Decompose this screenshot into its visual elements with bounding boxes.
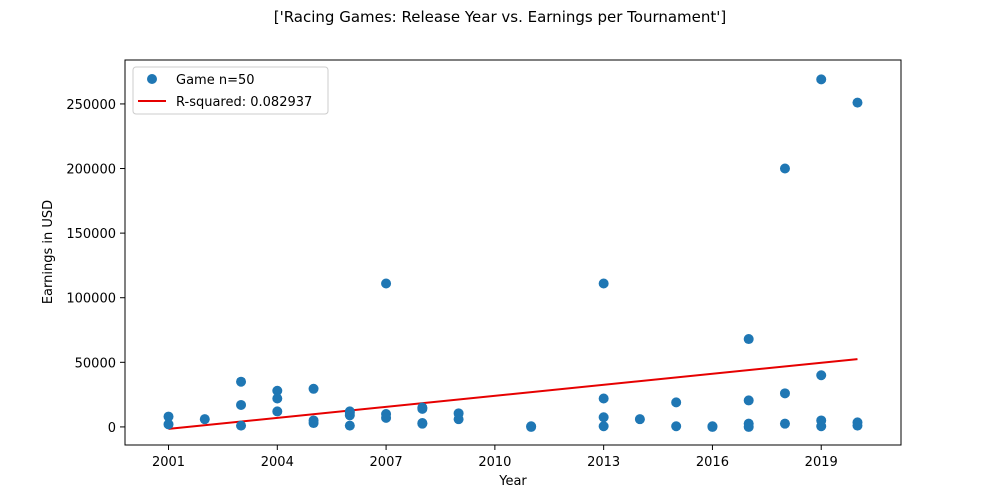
y-tick-label: 150000 <box>66 227 116 242</box>
y-tick-label: 100000 <box>66 292 116 307</box>
scatter-point <box>381 278 392 289</box>
scatter-point <box>671 421 682 432</box>
x-axis: 2001 2004 2007 2010 2013 2016 2019 <box>152 445 838 470</box>
y-axis: 0 50000 100000 150000 200000 250000 <box>66 98 125 436</box>
scatter-point <box>308 383 319 394</box>
scatter-point <box>417 418 428 429</box>
axes-frame <box>124 59 902 446</box>
scatter-points <box>163 74 863 432</box>
y-tick-label: 0 <box>108 421 116 436</box>
x-tick-label: 2010 <box>478 455 511 470</box>
legend: Game n=50 R-squared: 0.082937 <box>132 66 329 115</box>
scatter-point <box>163 419 174 430</box>
scatter-point <box>453 414 464 425</box>
scatter-point <box>344 406 355 417</box>
x-tick-label: 2004 <box>261 455 294 470</box>
scatter-point <box>816 421 827 432</box>
scatter-point <box>308 418 319 429</box>
legend-label-line: R-squared: 0.082937 <box>176 95 312 110</box>
scatter-point <box>852 420 863 431</box>
scatter-point <box>344 420 355 431</box>
scatter-point <box>779 388 790 399</box>
scatter-point <box>272 385 283 396</box>
legend-label-scatter: Game n=50 <box>176 73 255 88</box>
scatter-point <box>272 406 283 417</box>
scatter-point <box>743 334 754 345</box>
scatter-point <box>816 74 827 85</box>
y-tick-label: 200000 <box>66 163 116 178</box>
plot-area: 2001 2004 2007 2010 2013 2016 2019 0 50000 10000… <box>66 59 902 470</box>
scatter-point <box>236 420 247 431</box>
x-tick-label: 2019 <box>805 455 838 470</box>
x-tick-label: 2016 <box>696 455 729 470</box>
scatter-point <box>526 421 537 432</box>
scatter-point <box>199 414 210 425</box>
scatter-point <box>598 412 609 423</box>
scatter-point <box>816 370 827 381</box>
scatter-point <box>417 403 428 414</box>
regression-line-layer <box>168 358 858 430</box>
scatter-point <box>743 421 754 432</box>
scatter-point <box>236 376 247 387</box>
scatter-point <box>236 399 247 410</box>
x-tick-label: 2001 <box>152 455 185 470</box>
scatter-point <box>707 421 718 432</box>
scatter-point <box>163 411 174 422</box>
y-tick-label: 50000 <box>75 356 116 371</box>
y-axis-label: Earnings in USD <box>41 200 56 304</box>
scatter-point <box>671 397 682 408</box>
x-tick-label: 2007 <box>370 455 403 470</box>
scatter-point <box>381 412 392 423</box>
y-tick-label: 250000 <box>66 98 116 113</box>
legend-box <box>132 66 329 115</box>
x-tick-label: 2013 <box>587 455 620 470</box>
regression-line <box>168 358 858 430</box>
scatter-point <box>743 395 754 406</box>
scatter-point <box>598 421 609 432</box>
scatter-point <box>779 418 790 429</box>
scatter-point <box>598 278 609 289</box>
chart-title: ['Racing Games: Release Year vs. Earning… <box>274 8 727 26</box>
x-axis-label: Year <box>498 474 527 489</box>
scatter-point <box>852 97 863 108</box>
scatter-point <box>779 163 790 174</box>
scatter-point <box>272 393 283 404</box>
legend-marker-scatter <box>147 74 157 84</box>
scatter-point <box>598 393 609 404</box>
scatter-point <box>634 414 645 425</box>
